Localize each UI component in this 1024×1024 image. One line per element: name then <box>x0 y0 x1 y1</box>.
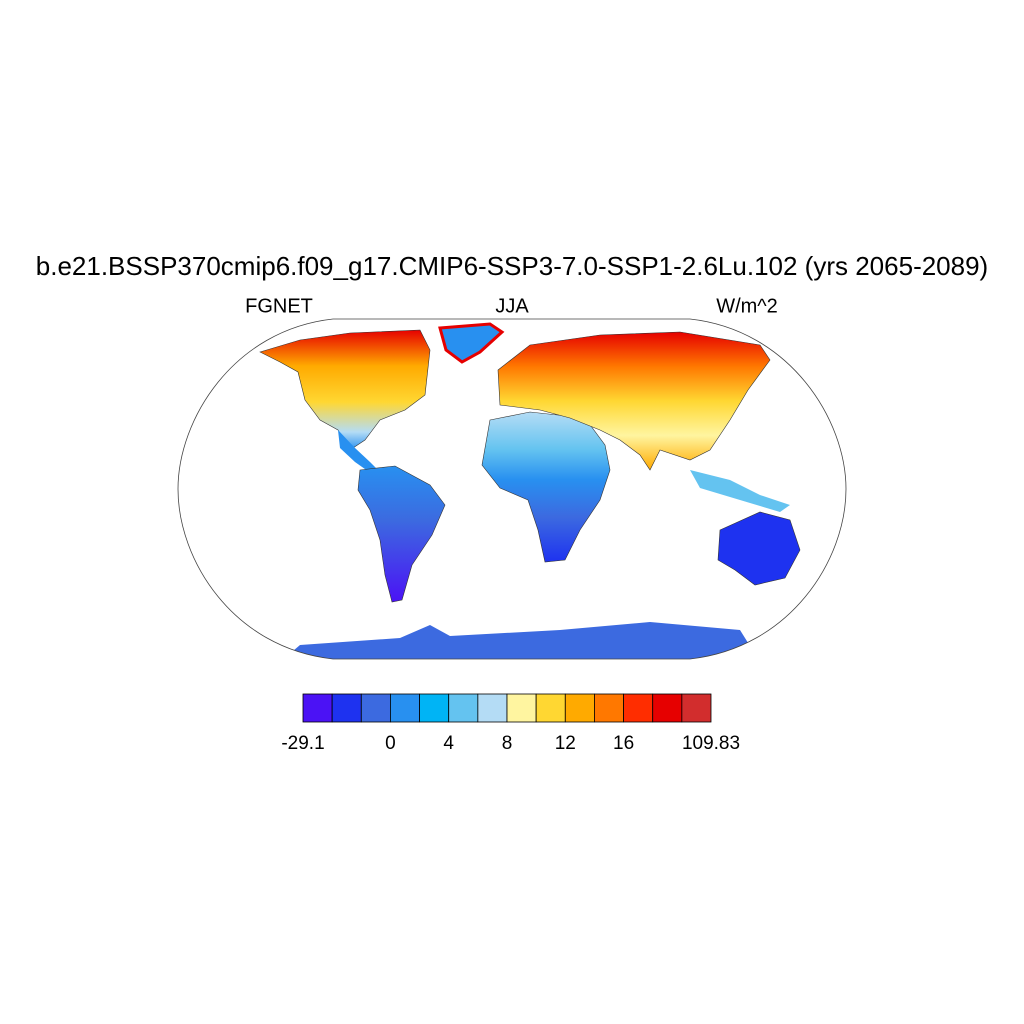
colorbar-box <box>535 693 566 723</box>
title: b.e21.BSSP370cmip6.f09_g17.CMIP6-SSP3-7.… <box>36 251 988 281</box>
colorbar-box <box>681 693 712 723</box>
colorbar-label: -29.1 <box>281 733 324 754</box>
colorbar-label: 8 <box>502 733 513 754</box>
colorbar-box <box>419 693 450 723</box>
greenland <box>438 322 505 364</box>
north-america <box>259 329 431 451</box>
colorbar-box <box>302 693 333 723</box>
colorbar-box <box>564 693 595 723</box>
colorbar-label: 0 <box>385 733 396 754</box>
colorbar-box <box>331 693 362 723</box>
eurasia <box>497 331 771 471</box>
colorbar-label: 4 <box>443 733 454 754</box>
antarctica <box>280 622 760 659</box>
central-america <box>338 430 378 474</box>
south-america <box>357 465 446 603</box>
map-outline <box>177 318 847 660</box>
colorbar-label: 12 <box>555 733 576 754</box>
colorbar-box <box>506 693 537 723</box>
map-area <box>259 322 801 659</box>
colorbar-box <box>652 693 683 723</box>
colorbar-box <box>448 693 479 723</box>
colorbar-box <box>390 693 420 723</box>
season-label: JJA <box>495 295 529 317</box>
colorbar-label: 16 <box>613 733 634 754</box>
southeast-asia <box>690 470 790 512</box>
units-label: W/m^2 <box>716 295 778 317</box>
africa <box>481 411 611 563</box>
colorbar-label: 109.83 <box>682 733 740 754</box>
colorbar-box <box>360 693 391 723</box>
colorbar-box <box>623 693 654 723</box>
australia <box>717 511 801 586</box>
colorbar-box <box>477 693 508 723</box>
variable-label: FGNET <box>245 295 313 317</box>
colorbar: -29.1 0 4 8 12 16 109.83 <box>281 693 740 754</box>
colorbar-box <box>594 693 624 723</box>
